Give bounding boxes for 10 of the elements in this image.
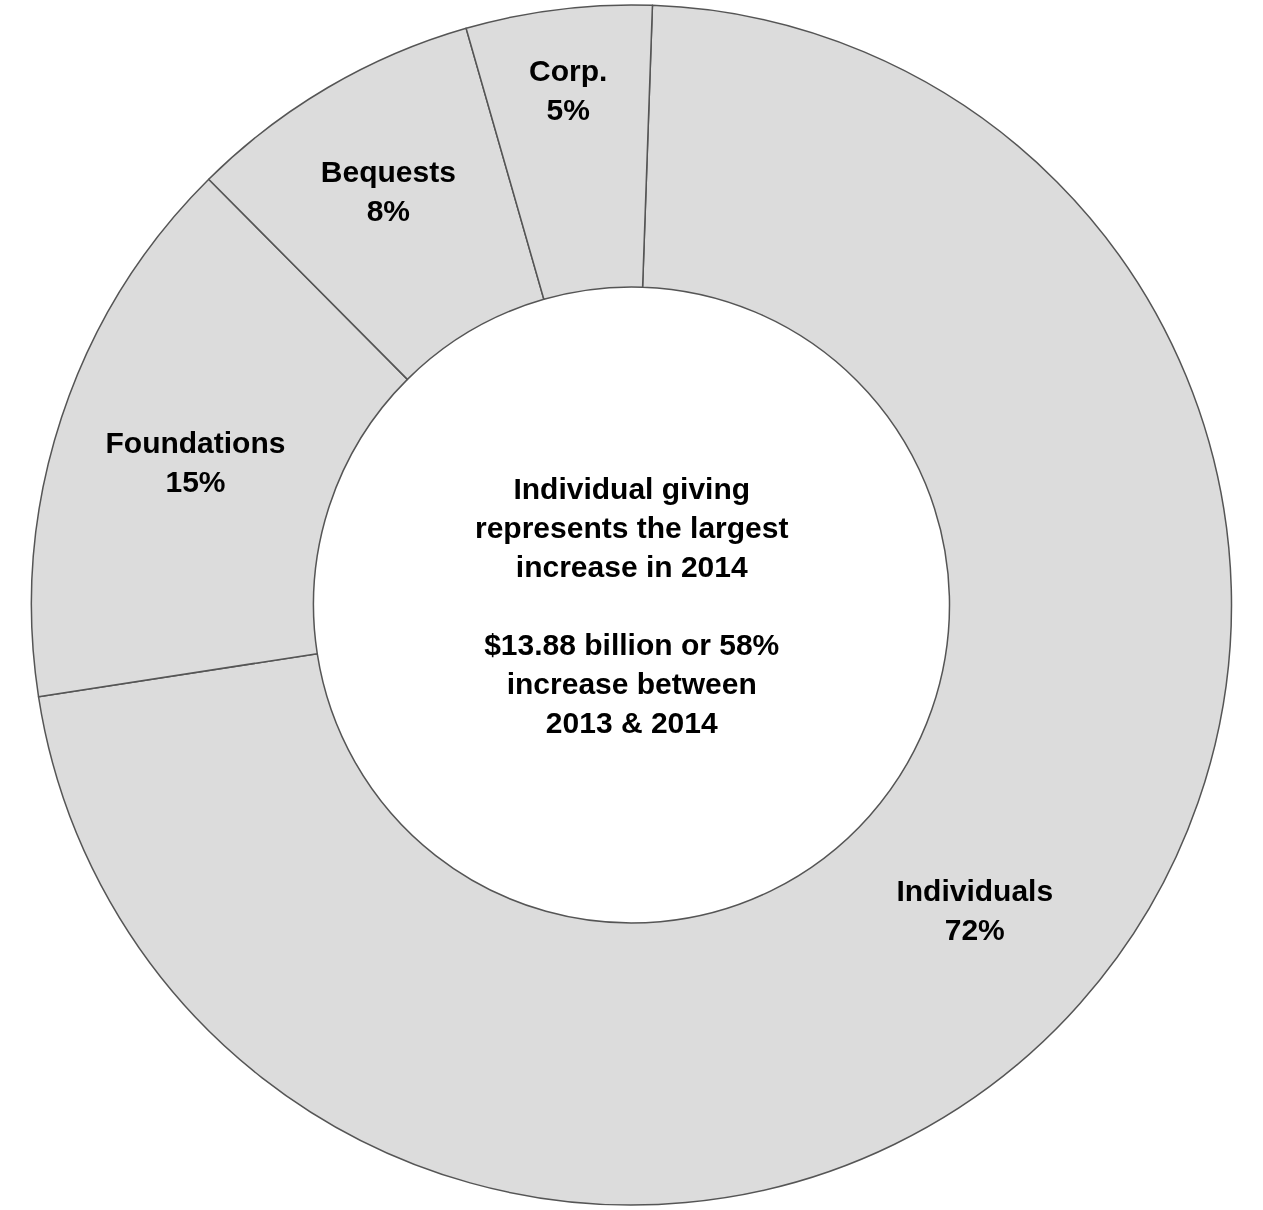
text: Individual giving represents the largest increase in 2014 [475,472,789,583]
slice-label: Corp. [529,54,608,88]
slice-label: Foundations [105,425,286,459]
data-label: 72% [944,912,1005,946]
slice-label: Bequests [320,154,456,188]
data-label: 5% [546,93,590,127]
slice-label: Individuals [896,873,1054,907]
data-label: 15% [165,464,226,498]
data-label: 8% [366,193,411,227]
text: $13.88 billion or 58% increase between 2013 & 2014 [484,628,780,739]
